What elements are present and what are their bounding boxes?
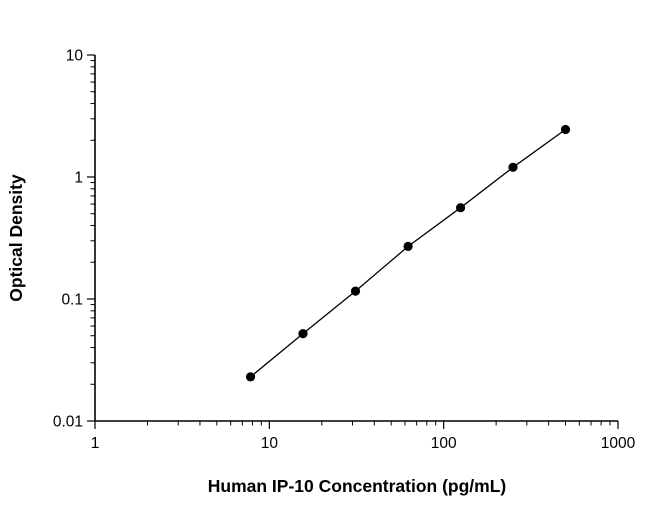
x-tick-label: 1000 bbox=[601, 435, 636, 452]
plot-layer: 1 10 100 1000 0.01 0.1 1 10 bbox=[53, 48, 636, 453]
x-axis-title: Human IP-10 Concentration (pg/mL) bbox=[208, 476, 506, 496]
data-point bbox=[298, 329, 308, 339]
x-tick-label: 100 bbox=[431, 435, 457, 452]
y-tick-label: 1 bbox=[74, 170, 83, 187]
x-tick-label: 10 bbox=[261, 435, 279, 452]
data-point bbox=[456, 203, 466, 213]
standard-curve-line bbox=[250, 128, 566, 378]
data-point bbox=[245, 372, 256, 382]
data-point bbox=[560, 124, 571, 135]
y-tick-label: 0.1 bbox=[61, 292, 83, 309]
y-tick-label: 0.01 bbox=[53, 414, 83, 431]
data-point bbox=[350, 286, 361, 296]
y-tick-label: 10 bbox=[66, 48, 84, 65]
data-point bbox=[403, 241, 413, 251]
x-tick-label: 1 bbox=[91, 435, 100, 452]
data-point bbox=[508, 162, 518, 172]
y-axis-title: Optical Density bbox=[6, 174, 26, 302]
